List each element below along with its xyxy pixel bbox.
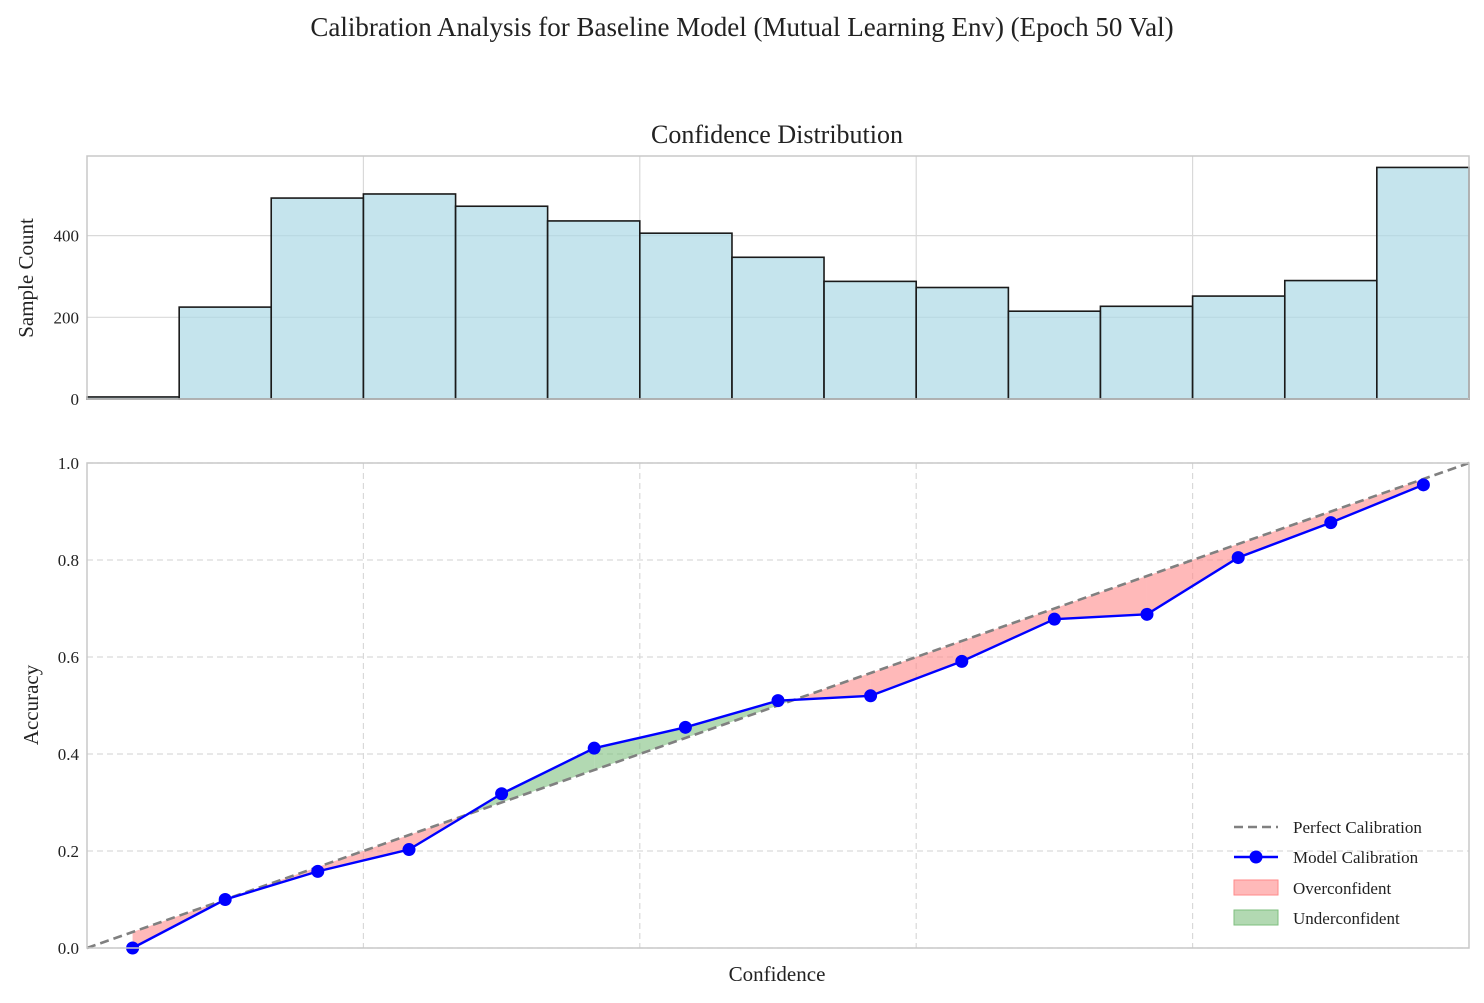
legend-under-swatch — [1233, 909, 1279, 926]
reliability-x-label: Confidence — [729, 962, 826, 986]
overconfident-region — [1330, 479, 1424, 523]
histogram-bar — [731, 256, 825, 400]
reliability-y-label: Accuracy — [19, 664, 43, 745]
reliability-y-tick-label: 1.0 — [58, 454, 79, 473]
model-calibration-point — [1140, 607, 1154, 621]
overconfident-region — [225, 867, 318, 900]
figure-title: Calibration Analysis for Baseline Model … — [310, 12, 1173, 42]
model-calibration-point — [402, 843, 416, 857]
model-calibration-point — [1416, 478, 1430, 492]
legend-over-label: Overconfident — [1293, 879, 1391, 898]
legend-under-label: Underconfident — [1293, 909, 1400, 928]
underconfident-region — [594, 727, 686, 771]
histogram-bar — [1191, 295, 1286, 400]
histogram-bar — [454, 205, 549, 400]
overconfident-region — [1146, 543, 1239, 615]
histogram-bar — [1007, 310, 1102, 400]
histogram-bar — [638, 232, 733, 400]
legend: Perfect Calibration Model Calibration Ov… — [1233, 818, 1422, 928]
model-calibration-point — [1231, 551, 1245, 565]
reliability-y-tick-label: 0.4 — [58, 745, 80, 764]
histogram-bar — [362, 193, 457, 400]
reliability-panel: Confidence Accuracy 0.0 0.2 0.4 0.6 0.8 1.0 P… — [19, 454, 1470, 986]
overconfident-region — [1238, 511, 1331, 558]
legend-model-label: Model Calibration — [1293, 848, 1419, 867]
underconfident-region — [501, 748, 595, 803]
histogram-bar — [915, 286, 1010, 400]
model-calibration-point — [955, 654, 969, 668]
model-calibration-point — [771, 694, 785, 708]
histogram-bar — [270, 197, 365, 400]
overconfident-region — [961, 608, 1055, 662]
reliability-frame — [86, 462, 1470, 949]
histogram-bar — [823, 280, 918, 400]
histogram-y-label: Sample Count — [14, 218, 38, 338]
legend-over-swatch — [1233, 879, 1279, 896]
histogram-bar — [1376, 166, 1470, 400]
model-calibration-point — [311, 864, 325, 878]
histogram-y-tick-label: 200 — [54, 308, 80, 327]
histogram-frame — [86, 155, 1470, 400]
histogram-bar — [1283, 279, 1378, 400]
histogram-bar — [546, 220, 641, 400]
model-calibration-point — [218, 893, 232, 906]
histogram-y-tick-label: 400 — [54, 227, 80, 246]
overconfident-region — [870, 640, 962, 696]
reliability-y-tick-label: 0.0 — [58, 939, 79, 958]
model-calibration-point — [1324, 516, 1338, 530]
legend-perfect-label: Perfect Calibration — [1293, 818, 1422, 837]
overconfident-region — [1054, 576, 1147, 620]
model-calibration-point — [495, 787, 509, 801]
reliability-y-tick-label: 0.8 — [58, 551, 79, 570]
histogram-panel: Confidence Distribution Sample Count 0 20… — [14, 120, 1470, 409]
model-calibration-point — [1047, 612, 1061, 626]
histogram-y-tick-label: 0 — [71, 390, 80, 409]
histogram-title: Confidence Distribution — [651, 120, 903, 149]
model-calibration-point — [587, 741, 601, 755]
reliability-y-tick-label: 0.6 — [58, 648, 79, 667]
legend-model-marker — [1249, 850, 1263, 864]
model-calibration-point — [864, 689, 878, 703]
model-calibration-point — [678, 720, 692, 734]
reliability-y-tick-label: 0.2 — [58, 842, 79, 861]
histogram-bar — [178, 306, 273, 400]
histogram-bar — [1099, 305, 1194, 400]
